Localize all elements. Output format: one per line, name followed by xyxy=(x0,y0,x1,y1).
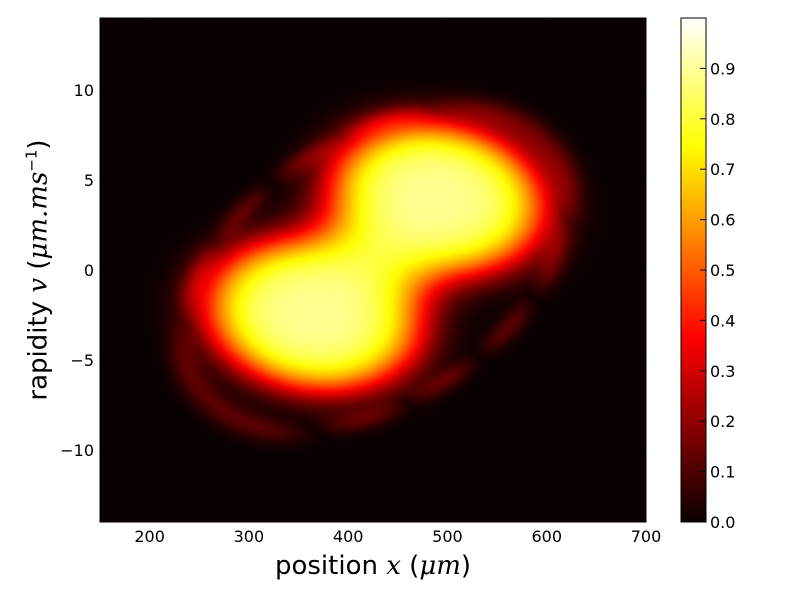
y-tick-label: 0 xyxy=(84,261,94,280)
x-tick-label: 200 xyxy=(134,527,165,546)
y-tick-label: −10 xyxy=(60,441,94,460)
y-axis: −10 −5 0 5 10 xyxy=(60,81,646,460)
colorbar-ticks: 0.0 0.1 0.2 0.3 0.4 0.5 0.6 0.7 0.8 0.9 xyxy=(700,59,735,532)
colorbar-tick-label: 0.8 xyxy=(710,110,735,129)
colorbar-tick-label: 0.6 xyxy=(710,211,735,230)
colorbar-tick-label: 0.2 xyxy=(710,412,735,431)
colorbar-tick-label: 0.3 xyxy=(710,362,735,381)
y-axis-title: rapidity v (μm.ms−1) xyxy=(22,139,54,401)
heatmap-plot-area xyxy=(99,17,647,523)
heatmap-image xyxy=(100,18,646,522)
colorbar-tick-label: 0.9 xyxy=(710,59,735,78)
x-tick-label: 300 xyxy=(234,527,265,546)
y-tick-label: 10 xyxy=(74,81,94,100)
x-tick-label: 400 xyxy=(333,527,364,546)
colorbar-tick-label: 0.0 xyxy=(710,513,735,532)
y-tick-label: 5 xyxy=(84,171,94,190)
x-tick-label: 600 xyxy=(531,527,562,546)
x-axis-title: position x (μm) xyxy=(274,551,472,581)
colorbar-tick-label: 0.7 xyxy=(710,160,735,179)
colorbar-tick-label: 0.1 xyxy=(710,463,735,482)
y-tick-label: −5 xyxy=(70,351,94,370)
x-axis: 200 300 400 500 600 700 xyxy=(134,18,661,546)
x-tick-label: 700 xyxy=(631,527,662,546)
colorbar-tick-label: 0.4 xyxy=(710,311,735,330)
colorbar-tick-label: 0.5 xyxy=(710,261,735,280)
x-tick-label: 500 xyxy=(432,527,463,546)
